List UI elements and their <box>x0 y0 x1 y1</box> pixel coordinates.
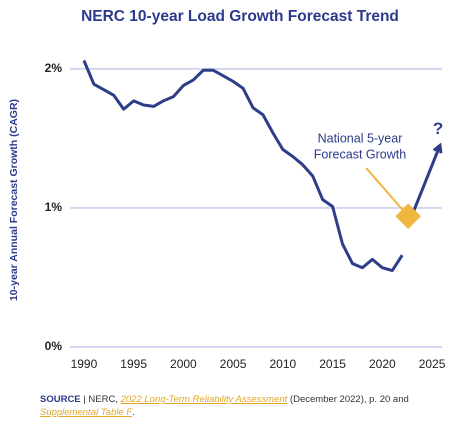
separator: | <box>83 394 86 405</box>
forecast-label: ? <box>433 119 443 138</box>
y-axis-label: 10-year Annual Forecast Growth (CAGR) <box>8 99 20 301</box>
series-line <box>82 59 404 273</box>
source-link[interactable]: Supplemental Table F <box>40 407 133 418</box>
x-tick-label: 2025 <box>419 357 446 371</box>
annotation-text: National 5-year <box>318 131 403 145</box>
annotation-pointer <box>365 167 409 217</box>
x-tick-label: 2020 <box>369 357 396 371</box>
x-tick-label: 2005 <box>220 357 247 371</box>
x-tick-label: 2000 <box>170 357 197 371</box>
source-link[interactable]: 2022 Long-Term Reliability Assessment <box>120 394 288 405</box>
source-text: . <box>132 407 135 418</box>
forecast-marker <box>395 203 421 230</box>
source-text: NERC, <box>88 394 121 405</box>
series-line <box>410 144 442 216</box>
chart-title: NERC 10-year Load Growth Forecast Trend <box>81 8 399 25</box>
y-tick-label: 2% <box>45 61 63 75</box>
source-label: SOURCE <box>40 394 81 405</box>
x-tick-label: 1995 <box>120 357 147 371</box>
source-text: (December 2022), p. 20 and <box>287 394 409 405</box>
x-tick-label: 2010 <box>270 357 297 371</box>
source-note: SOURCE | NERC, 2022 Long-Term Reliabilit… <box>40 393 440 419</box>
x-tick-label: 2015 <box>319 357 346 371</box>
y-tick-label: 0% <box>45 339 63 353</box>
x-tick-label: 1990 <box>71 357 98 371</box>
chart: NERC 10-year Load Growth Forecast Trend … <box>8 8 446 371</box>
y-tick-label: 1% <box>45 200 63 214</box>
annotation-text: Forecast Growth <box>314 147 406 161</box>
arrow-head <box>432 142 443 154</box>
